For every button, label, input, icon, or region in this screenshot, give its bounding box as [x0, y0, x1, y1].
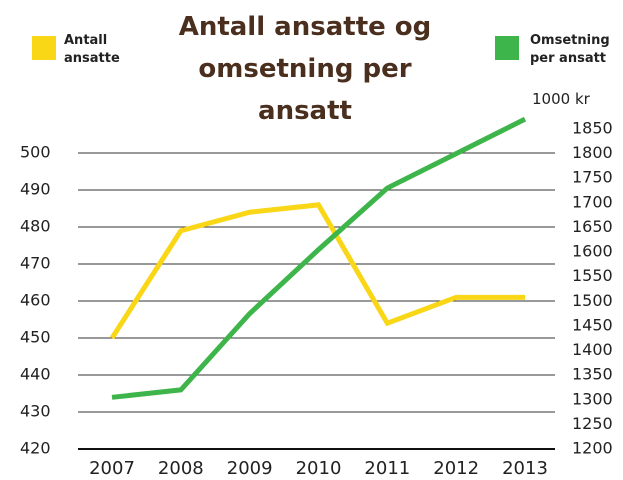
y2-tick-label: 1700 [572, 192, 613, 211]
chart-title: Antall ansatte og omsetning per ansatt [178, 12, 432, 126]
y-tick-label: 480 [20, 217, 51, 236]
legend-label: Omsetning per ansatt [530, 33, 610, 66]
legend-swatch [495, 36, 519, 60]
y-tick-label: 470 [20, 254, 51, 273]
x-tick-label: 2008 [158, 458, 204, 479]
y2-unit-label: 1000 kr [532, 90, 590, 108]
y-tick-label: 500 [20, 143, 51, 162]
x-tick-label: 2009 [227, 458, 273, 479]
y2-tick-label: 1500 [572, 291, 613, 310]
y2-tick-label: 1450 [572, 315, 613, 334]
y-tick-label: 420 [20, 439, 51, 458]
y-tick-label: 490 [20, 180, 51, 199]
x-tick-label: 2007 [89, 458, 135, 479]
y2-tick-label: 1350 [572, 365, 613, 384]
y2-tick-label: 1550 [572, 266, 613, 285]
y-tick-label: 430 [20, 402, 51, 421]
legend-swatch [32, 36, 56, 60]
x-tick-label: 2011 [364, 458, 410, 479]
y2-tick-label: 1250 [572, 414, 613, 433]
y2-tick-label: 1750 [572, 168, 613, 187]
y-tick-label: 460 [20, 291, 51, 310]
x-tick-label: 2012 [433, 458, 479, 479]
y2-tick-label: 1200 [572, 439, 613, 458]
y2-tick-label: 1300 [572, 389, 613, 408]
y2-tick-label: 1850 [572, 119, 613, 138]
y-tick-label: 450 [20, 328, 51, 347]
y2-tick-label: 1800 [572, 143, 613, 162]
x-tick-label: 2010 [296, 458, 342, 479]
y-tick-label: 440 [20, 365, 51, 384]
legend-label: Antall ansatte [64, 33, 120, 66]
y2-tick-label: 1400 [572, 340, 613, 359]
series-line [111, 116, 527, 400]
x-tick-label: 2013 [502, 458, 548, 479]
y2-tick-label: 1600 [572, 242, 613, 261]
y2-tick-label: 1650 [572, 217, 613, 236]
series-line [109, 202, 525, 340]
